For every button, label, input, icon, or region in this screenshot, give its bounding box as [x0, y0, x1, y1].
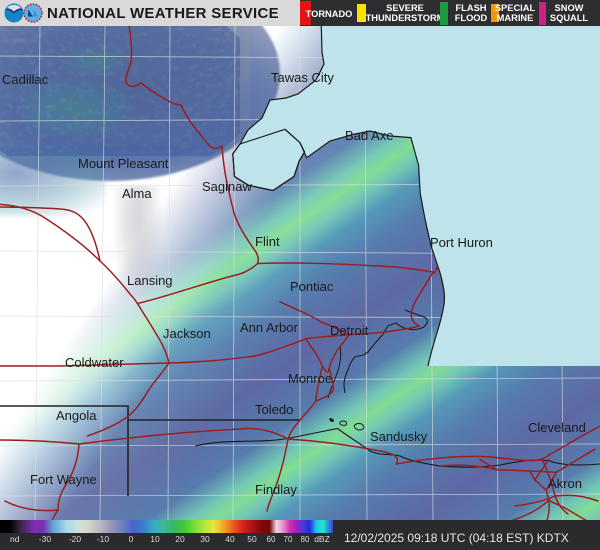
svg-text:FLOOD: FLOOD — [455, 13, 488, 23]
svg-text:Cleveland: Cleveland — [528, 420, 586, 435]
svg-text:Port Huron: Port Huron — [430, 235, 493, 250]
svg-text:MARINE: MARINE — [497, 13, 534, 23]
svg-text:nd: nd — [10, 534, 20, 544]
svg-text:12/02/2025 09:18 UTC (04:18 ES: 12/02/2025 09:18 UTC (04:18 EST) KDTX — [344, 531, 569, 545]
svg-text:Akron: Akron — [548, 476, 582, 491]
svg-text:20: 20 — [175, 534, 185, 544]
svg-text:10: 10 — [150, 534, 160, 544]
svg-text:Saginaw: Saginaw — [202, 179, 252, 194]
svg-text:Pontiac: Pontiac — [290, 279, 334, 294]
svg-text:SEVERE: SEVERE — [386, 3, 424, 13]
svg-text:Alma: Alma — [122, 186, 152, 201]
svg-text:Bad Axe: Bad Axe — [345, 128, 393, 143]
svg-text:Ann Arbor: Ann Arbor — [240, 320, 298, 335]
svg-text:Findlay: Findlay — [255, 482, 297, 497]
svg-text:Monroe: Monroe — [288, 371, 332, 386]
svg-text:40: 40 — [225, 534, 235, 544]
svg-text:SQUALL: SQUALL — [550, 13, 589, 23]
svg-text:NATIONAL WEATHER SERVICE: NATIONAL WEATHER SERVICE — [47, 5, 279, 22]
svg-text:0: 0 — [129, 534, 134, 544]
svg-text:-20: -20 — [69, 534, 82, 544]
svg-text:dBZ: dBZ — [314, 534, 330, 544]
svg-text:Detroit: Detroit — [330, 323, 369, 338]
svg-text:30: 30 — [200, 534, 210, 544]
svg-text:Toledo: Toledo — [255, 402, 293, 417]
svg-text:Mount Pleasant: Mount Pleasant — [78, 156, 169, 171]
svg-text:SNOW: SNOW — [555, 3, 584, 13]
svg-text:Sandusky: Sandusky — [370, 429, 428, 444]
svg-text:50: 50 — [247, 534, 257, 544]
svg-text:Cadillac: Cadillac — [2, 72, 49, 87]
svg-text:Fort Wayne: Fort Wayne — [30, 472, 97, 487]
svg-text:Angola: Angola — [56, 408, 97, 423]
svg-text:60: 60 — [267, 535, 276, 544]
svg-text:-30: -30 — [39, 534, 52, 544]
svg-text:70: 70 — [284, 535, 293, 544]
svg-text:Jackson: Jackson — [163, 326, 211, 341]
svg-text:Lansing: Lansing — [127, 273, 173, 288]
svg-text:Tawas City: Tawas City — [271, 70, 334, 85]
svg-text:-10: -10 — [97, 534, 110, 544]
svg-text:THUNDERSTORM: THUNDERSTORM — [366, 13, 445, 23]
svg-text:TORNADO: TORNADO — [306, 9, 353, 19]
svg-text:FLASH: FLASH — [456, 3, 487, 13]
svg-text:Coldwater: Coldwater — [65, 355, 124, 370]
svg-text:Flint: Flint — [255, 234, 280, 249]
svg-text:80: 80 — [301, 535, 310, 544]
svg-text:SPECIAL: SPECIAL — [495, 3, 536, 13]
